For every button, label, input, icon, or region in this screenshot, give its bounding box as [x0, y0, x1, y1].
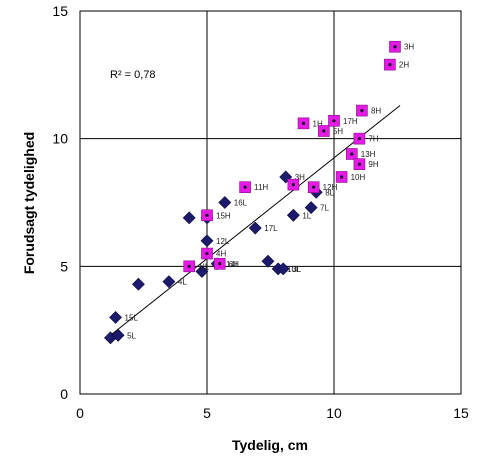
point-label: 2H [399, 61, 409, 70]
point-label: 6H [229, 260, 239, 269]
point-label: 5L [127, 331, 136, 340]
diamond-point [276, 262, 290, 276]
trendline [110, 105, 401, 336]
x-axis-title: Tydelig, cm [232, 437, 308, 453]
point-label: 3H [295, 173, 305, 182]
diamond-point [304, 201, 318, 215]
y-axis-title: Forudsagt tydelighed [21, 132, 37, 274]
square-point-dot [312, 185, 316, 189]
point-label: 1H [313, 119, 323, 128]
y-tick-label: 10 [52, 131, 68, 147]
point-label: 17L [264, 224, 278, 233]
point-label: 15H [216, 211, 231, 220]
diamond-point [286, 208, 300, 222]
square-point-dot [360, 108, 364, 113]
diamond-point [261, 254, 275, 268]
point-label: 4L [178, 278, 187, 287]
x-tick-label: 0 [76, 405, 84, 421]
diamond-point [111, 328, 125, 342]
square-point-dot [218, 262, 222, 266]
point-label: 3H [404, 43, 414, 52]
point-label: 9H [368, 160, 378, 169]
point-label: 4H [216, 250, 226, 259]
square-point-dot [357, 162, 361, 166]
diamond-point [109, 310, 122, 324]
point-label: 10L [287, 265, 301, 274]
diamond-point [248, 221, 262, 235]
y-tick-label: 15 [52, 3, 68, 19]
point-label: 3L [292, 265, 301, 274]
diamond-point [182, 211, 196, 225]
tick-labels: 0 5 10 15 0 5 10 15 [52, 3, 469, 421]
point-label: 1IL [198, 262, 210, 271]
plot-area [79, 10, 462, 395]
point-label: 12L [216, 237, 230, 246]
point-label: 8H [371, 107, 381, 116]
point-label: 7L [320, 204, 329, 213]
square-point-dot [340, 175, 344, 179]
square-point-dot [187, 264, 191, 268]
point-label: 16L [234, 199, 248, 208]
x-tick-label: 5 [203, 405, 211, 421]
square-point-dot [205, 213, 209, 217]
point-label: 7H [368, 135, 378, 144]
y-tick-label: 5 [60, 258, 68, 274]
point-label: 1L [302, 211, 311, 220]
r-squared-annotation: R² = 0,78 [110, 69, 156, 81]
point-label: 13H [361, 150, 376, 159]
diamond-point [131, 277, 145, 291]
diamond-point [200, 234, 214, 248]
y-tick-label: 0 [60, 386, 68, 402]
diamond-point [218, 196, 232, 209]
square-point-dot [332, 119, 336, 123]
x-tick-label: 10 [326, 405, 342, 421]
point-label: 11H [254, 183, 268, 192]
point-label: 17H [343, 117, 358, 126]
square-point-dot [243, 185, 247, 189]
square-point-dot [357, 137, 361, 141]
square-point-dot [291, 183, 295, 187]
gridlines [80, 11, 461, 394]
diamond-point [195, 265, 209, 278]
diamond-point [162, 275, 176, 289]
square-point-dot [393, 45, 397, 49]
point-label: 8L [325, 188, 334, 197]
x-tick-label: 15 [453, 405, 469, 421]
square-point-dot [322, 129, 326, 133]
square-point-dot [205, 251, 209, 256]
point-label: 14L [226, 260, 240, 269]
point-label: 12H [323, 183, 338, 192]
square-point-dot [350, 152, 354, 156]
square-point-dot [388, 63, 392, 67]
square-point-dot [301, 121, 306, 125]
point-label: 10H [351, 173, 366, 182]
point-label: 5H [333, 127, 343, 136]
point-label: 15L [125, 313, 139, 322]
